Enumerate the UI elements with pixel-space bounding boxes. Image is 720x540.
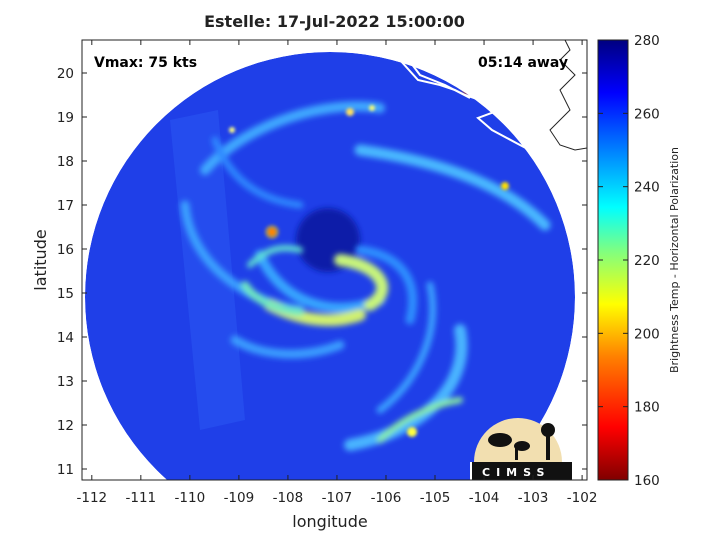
cimss-logo: CIMSS bbox=[470, 418, 574, 480]
island-outline bbox=[139, 119, 152, 130]
y-tick-label: 20 bbox=[57, 66, 74, 82]
x-tick-label: -106 bbox=[371, 490, 402, 506]
colorbar-tick-label: 280 bbox=[634, 33, 660, 49]
y-tick-label: 13 bbox=[57, 374, 74, 390]
colorbar-tick-label: 220 bbox=[634, 253, 660, 269]
y-axis-label: latitude bbox=[31, 229, 50, 290]
y-tick-label: 17 bbox=[57, 198, 74, 214]
microwave-swath bbox=[85, 52, 575, 480]
x-tick-label: -111 bbox=[126, 490, 157, 506]
x-tick-label: -110 bbox=[175, 490, 206, 506]
x-tick-label: -104 bbox=[469, 490, 500, 506]
y-tick-label: 15 bbox=[57, 286, 74, 302]
colorbar-tick-label: 160 bbox=[634, 473, 660, 489]
y-tick-label: 19 bbox=[57, 110, 74, 126]
x-tick-label: -109 bbox=[224, 490, 255, 506]
logo-text: CIMSS bbox=[482, 466, 550, 479]
x-tick-label: -108 bbox=[273, 490, 304, 506]
vmax-annotation: Vmax: 75 kts bbox=[94, 55, 197, 71]
country-border bbox=[549, 40, 587, 151]
x-tick-label: -103 bbox=[518, 490, 549, 506]
y-tick-label: 14 bbox=[57, 330, 74, 346]
colorbar-tick-label: 180 bbox=[634, 400, 660, 416]
away-annotation: 05:14 away bbox=[478, 55, 568, 71]
y-tick-label: 11 bbox=[57, 462, 74, 478]
x-tick-label: -102 bbox=[567, 490, 598, 506]
colorbar-ticks: 160 180 200 220 240 260 280 bbox=[598, 33, 660, 489]
y-tick-label: 16 bbox=[57, 242, 74, 258]
chart-title: Estelle: 17-Jul-2022 15:00:00 bbox=[204, 12, 465, 31]
axes-frame bbox=[81, 39, 588, 481]
x-tick-label: -107 bbox=[322, 490, 353, 506]
colorbar-label: Brightness Temp - Horizontal Polarizatio… bbox=[668, 147, 681, 373]
x-tick-label: -112 bbox=[76, 490, 107, 506]
colorbar-tick-label: 200 bbox=[634, 326, 660, 342]
y-tick-label: 18 bbox=[57, 154, 74, 170]
colorbar-tick-label: 260 bbox=[634, 106, 660, 122]
y-tick-label: 12 bbox=[57, 418, 74, 434]
y-axis: 11 12 13 14 15 16 17 18 19 20 bbox=[57, 66, 587, 478]
x-axis: -112 -111 -110 -109 -108 -107 -106 -105 -104 -103… bbox=[76, 40, 597, 506]
x-tick-label: -105 bbox=[420, 490, 451, 506]
coastline bbox=[396, 44, 587, 164]
x-axis-label: longitude bbox=[292, 512, 367, 531]
colorbar-tick-label: 240 bbox=[634, 180, 660, 196]
